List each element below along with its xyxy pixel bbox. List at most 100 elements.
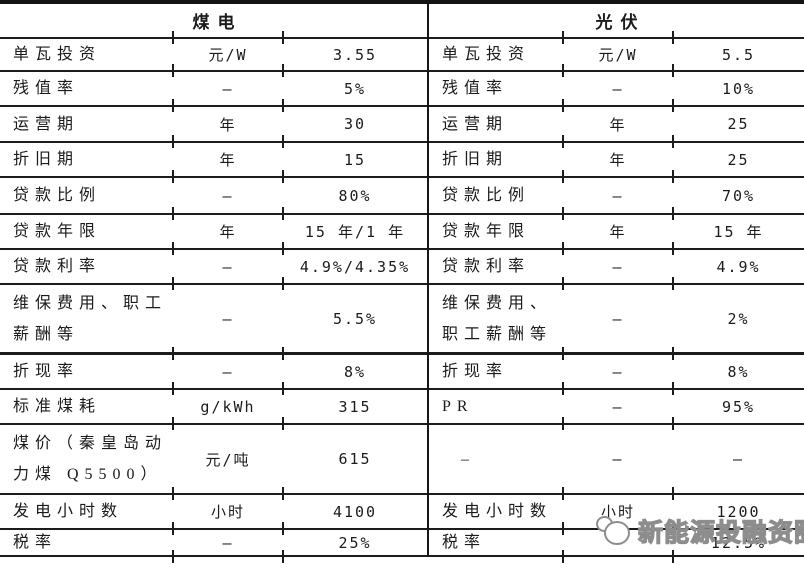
unit-cell: 年: [172, 99, 283, 141]
param-name-cell: PR: [442, 398, 474, 415]
table-row: 残值率 – 10%: [429, 64, 804, 107]
param-name-cell: 单瓦投资: [13, 46, 102, 63]
param-name-cell: 贷款年限: [13, 223, 102, 240]
table-row: 单瓦投资 元/W 3.55: [0, 31, 427, 72]
value-cell: 4.9%: [672, 242, 804, 283]
param-name-cell: 残值率: [13, 80, 80, 97]
coal-power-header: 煤电: [0, 4, 427, 39]
table-row: 贷款年限 年 15 年/1 年: [0, 207, 427, 250]
value-cell: 12.5%: [672, 522, 804, 563]
param-name-cell: 折现率: [13, 363, 80, 380]
value-cell: 2%: [672, 277, 804, 352]
unit-cell: –: [562, 277, 673, 352]
param-name-cell: 维保费用、职工 薪酬等: [13, 294, 168, 343]
value-cell: 615: [282, 417, 427, 493]
param-name-cell: 标准煤耗: [13, 398, 102, 415]
value-cell: 80%: [282, 170, 427, 213]
value-cell: 5%: [282, 64, 427, 105]
unit-cell: –: [172, 522, 283, 563]
param-name-cell: –: [461, 450, 475, 468]
value-cell: 70%: [672, 170, 804, 213]
value-cell: 315: [282, 382, 427, 423]
value-cell: 8%: [282, 347, 427, 388]
param-name-cell: 贷款比例: [13, 187, 102, 204]
unit-cell: –: [172, 347, 283, 388]
value-cell: 5.5: [672, 31, 804, 70]
unit-cell: –: [562, 382, 673, 423]
unit-cell: –: [562, 347, 673, 388]
param-name-cell: 发电小时数: [13, 503, 124, 520]
table-row: 贷款比例 – 70%: [429, 170, 804, 215]
table-row: 维保费用、职工 薪酬等 – 5.5%: [0, 277, 427, 355]
table-row: 贷款比例 – 80%: [0, 170, 427, 215]
unit-cell: 年: [172, 207, 283, 248]
value-cell: 8%: [672, 347, 804, 388]
table-row: 运营期 年 30: [0, 99, 427, 143]
param-name-cell: 单瓦投资: [442, 46, 531, 63]
value-cell: –: [672, 417, 804, 493]
table-row: 运营期 年 25: [429, 99, 804, 143]
param-name-cell: 折旧期: [13, 151, 80, 168]
unit-cell: –: [562, 417, 673, 493]
value-cell: 15 年/1 年: [282, 207, 427, 248]
param-name-cell: 发电小时数: [442, 503, 553, 520]
value-cell: 15: [282, 135, 427, 176]
unit-cell: 年: [172, 135, 283, 176]
param-name-cell: 残值率: [442, 80, 509, 97]
param-name-cell: 税率: [442, 534, 487, 551]
unit-cell: 年: [562, 207, 673, 248]
table-row: 税率 – 12.5%: [429, 522, 804, 563]
table-row: 贷款利率 – 4.9%/4.35%: [0, 242, 427, 285]
param-name-cell: 贷款比例: [442, 187, 531, 204]
value-cell: 30: [282, 99, 427, 141]
table-row: 发电小时数 小时 1200: [429, 487, 804, 530]
param-name-cell: 折现率: [442, 363, 509, 380]
param-name-cell: 运营期: [13, 115, 80, 133]
table-row: PR – 95%: [429, 382, 804, 425]
param-name-cell: 运营期: [442, 115, 509, 133]
unit-cell: 元/W: [172, 31, 283, 70]
unit-cell: –: [172, 170, 283, 213]
unit-cell: –: [172, 64, 283, 105]
unit-cell: –: [562, 170, 673, 213]
unit-cell: –: [562, 64, 673, 105]
table-row: 发电小时数 小时 4100: [0, 487, 427, 530]
unit-cell: 年: [562, 135, 673, 176]
value-cell: 3.55: [282, 31, 427, 70]
param-name-cell: 税率: [13, 534, 58, 551]
unit-cell: –: [172, 277, 283, 352]
table-row: 折旧期 年 15: [0, 135, 427, 178]
table-row: 折旧期 年 25: [429, 135, 804, 178]
unit-cell: –: [562, 522, 673, 563]
value-cell: 5.5%: [282, 277, 427, 352]
value-cell: 25: [672, 99, 804, 141]
solar-pv-column-group: 光伏 单瓦投资 元/W 5.5 残值率 – 10% 运营期 年 25 折旧期 年…: [429, 4, 804, 563]
param-name-cell: 煤价（秦皇岛动 力煤 Q5500）: [13, 435, 168, 483]
value-cell: 10%: [672, 64, 804, 105]
table-row: 贷款利率 – 4.9%: [429, 242, 804, 285]
unit-cell: 小时: [172, 487, 283, 528]
value-cell: 15 年: [672, 207, 804, 248]
value-cell: 25%: [282, 522, 427, 563]
param-name-cell: 贷款利率: [442, 258, 531, 275]
coal-power-column-group: 煤电 单瓦投资 元/W 3.55 残值率 – 5% 运营期 年 30 折旧期 年…: [0, 4, 429, 563]
unit-cell: 小时: [562, 487, 673, 528]
table-row: 维保费用、 职工薪酬等 – 2%: [429, 277, 804, 355]
param-name-cell: 折旧期: [442, 151, 509, 168]
table-row: 贷款年限 年 15 年: [429, 207, 804, 250]
value-cell: 4100: [282, 487, 427, 528]
value-cell: 4.9%/4.35%: [282, 242, 427, 283]
table-row: 折现率 – 8%: [429, 347, 804, 390]
unit-cell: g/kWh: [172, 382, 283, 423]
unit-cell: –: [172, 242, 283, 283]
param-name-cell: 贷款利率: [13, 258, 102, 275]
value-cell: 95%: [672, 382, 804, 423]
unit-cell: 元/W: [562, 31, 673, 70]
table-row: 单瓦投资 元/W 5.5: [429, 31, 804, 72]
table-row: 煤价（秦皇岛动 力煤 Q5500） 元/吨 615: [0, 417, 427, 495]
table-row: – – –: [429, 417, 804, 495]
param-name-cell: 贷款年限: [442, 223, 531, 240]
solar-pv-header: 光伏: [429, 4, 804, 39]
value-cell: 25: [672, 135, 804, 176]
